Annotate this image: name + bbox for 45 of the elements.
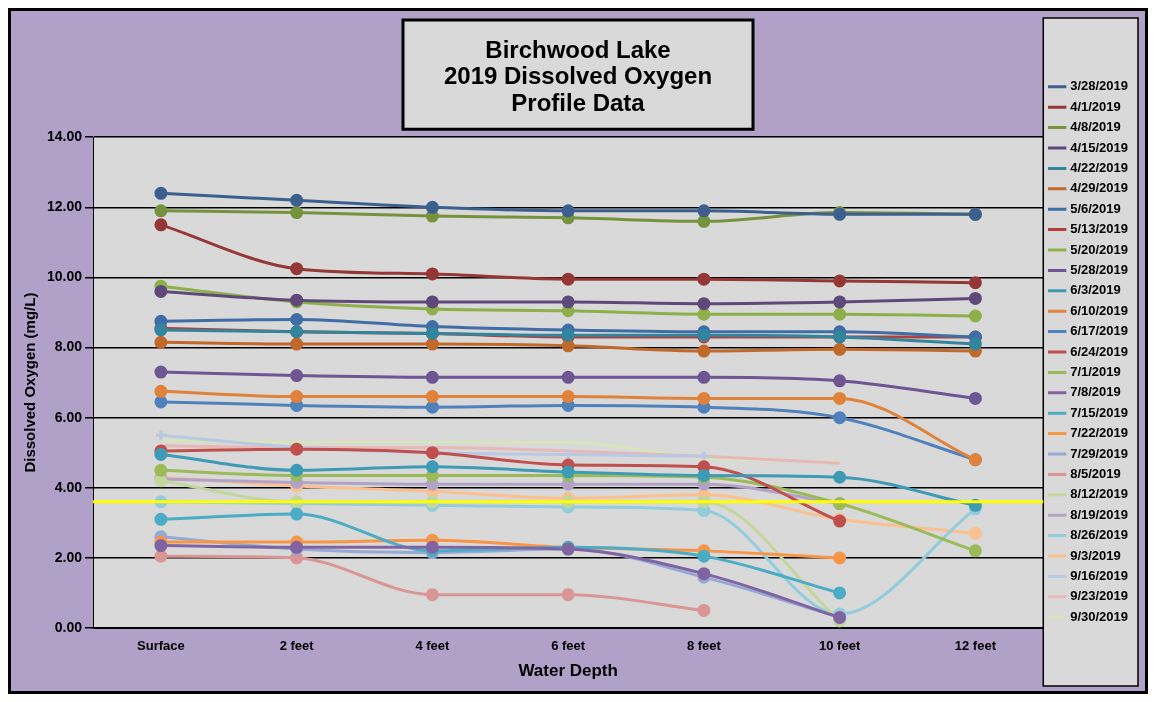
y-tick-label: 14.00: [46, 128, 83, 145]
x-tick-label: 2 feet: [279, 638, 315, 654]
legend-label: 6/17/2019: [1070, 323, 1129, 339]
x-tick-label: Surface: [137, 638, 185, 654]
legend-label: 4/29/2019: [1070, 180, 1129, 196]
x-tick-label: 12 feet: [954, 638, 997, 654]
legend-label: 5/13/2019: [1070, 221, 1129, 237]
x-tick-label: 6 feet: [551, 638, 586, 654]
x-tick-label: 4 feet: [415, 638, 451, 654]
legend-label: 5/20/2019: [1070, 241, 1129, 257]
legend-label: 4/8/2019: [1070, 119, 1121, 135]
legend-label: 6/3/2019: [1070, 282, 1121, 298]
legend-label: 8/26/2019: [1070, 527, 1129, 543]
y-tick-label: 12.00: [46, 198, 83, 215]
x-tick-label: 10 feet: [819, 638, 861, 654]
legend-label: 9/30/2019: [1070, 608, 1129, 624]
y-tick-label: 6.00: [54, 408, 83, 425]
y-tick-label: 8.00: [54, 338, 83, 355]
x-axis-title: Water Depth: [518, 661, 618, 681]
legend-label: 4/15/2019: [1070, 139, 1129, 155]
legend-label: 6/24/2019: [1070, 343, 1129, 359]
legend-label: 4/1/2019: [1070, 98, 1121, 114]
chart-title: Birchwood Lake 2019 Dissolved Oxygen Profile Data: [443, 35, 713, 116]
y-tick-label: 2.00: [54, 548, 83, 565]
legend-label: 4/22/2019: [1070, 159, 1129, 175]
legend-label: 9/23/2019: [1070, 588, 1129, 604]
legend-label: 5/6/2019: [1070, 200, 1121, 216]
legend-label: 9/3/2019: [1070, 547, 1121, 563]
legend-label: 7/22/2019: [1070, 425, 1129, 441]
legend-label: 3/28/2019: [1070, 78, 1129, 94]
legend-label: 7/15/2019: [1070, 404, 1129, 420]
legend-label: 5/28/2019: [1070, 261, 1129, 277]
legend-label: 6/10/2019: [1070, 302, 1129, 318]
legend-label: 9/16/2019: [1070, 567, 1129, 583]
legend-label: 8/5/2019: [1070, 465, 1121, 481]
x-tick-label: 8 feet: [686, 638, 722, 654]
legend-label: 8/19/2019: [1070, 506, 1129, 522]
legend-label: 8/12/2019: [1070, 486, 1129, 502]
legend-label: 7/1/2019: [1070, 363, 1121, 379]
legend-label: 7/29/2019: [1070, 445, 1129, 461]
y-tick-label: 4.00: [54, 478, 83, 495]
legend-label: 7/8/2019: [1070, 384, 1121, 400]
y-tick-label: 0.00: [54, 618, 83, 635]
y-axis-title: Dissolved Oxygen (mg/L): [21, 292, 39, 473]
y-tick-label: 10.00: [46, 268, 83, 285]
